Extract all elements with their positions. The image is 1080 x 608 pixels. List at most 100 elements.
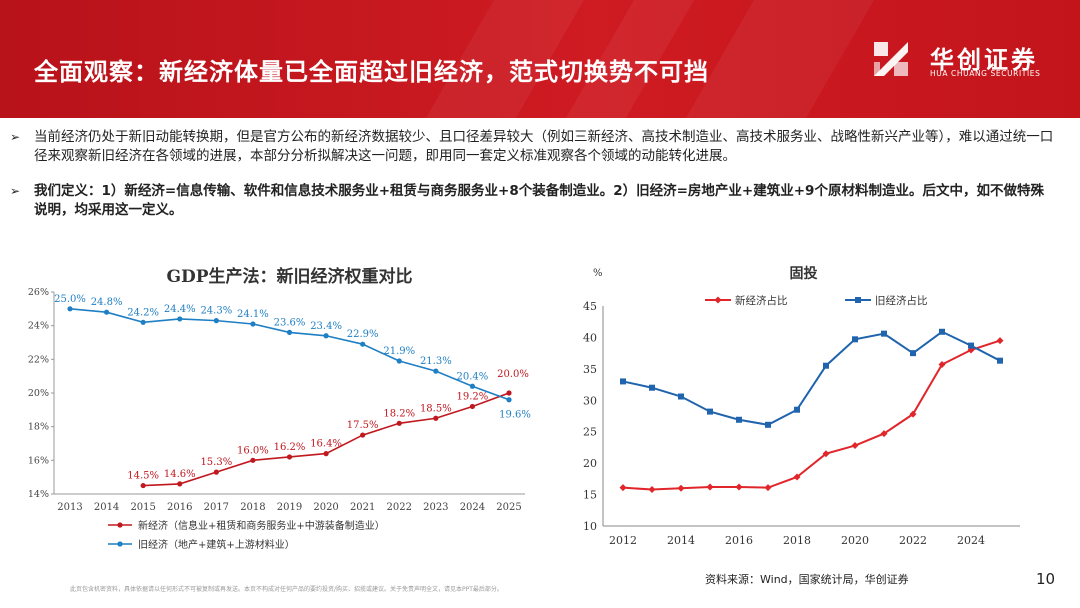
y-tick-label: 25 (583, 426, 597, 439)
x-tick-label: 2024 (460, 502, 485, 513)
data-point (649, 384, 655, 391)
data-point (213, 469, 219, 475)
y-tick-label: 20 (583, 457, 597, 470)
data-point (620, 378, 626, 385)
data-point (250, 321, 256, 327)
data-point (852, 336, 858, 343)
logo-icon (874, 42, 908, 76)
data-label: 19.2% (457, 391, 489, 402)
y-tick-label: 24% (28, 321, 49, 332)
bullet-text-2: 我们定义：1）新经济=信息传输、软件和信息技术服务业+租赁与商务服务业+8个装备… (34, 183, 1044, 218)
x-tick-label: 2022 (387, 502, 412, 513)
data-label: 14.5% (127, 471, 159, 482)
logo-text-cn: 华创证券 (930, 46, 1038, 74)
data-point (213, 318, 219, 324)
data-label: 21.3% (420, 356, 452, 367)
x-tick-label: 2013 (57, 502, 82, 513)
data-label: 24.8% (91, 297, 123, 308)
data-point (140, 482, 146, 489)
data-point (323, 451, 329, 457)
data-point (469, 403, 476, 410)
data-label: 16.2% (274, 442, 306, 453)
data-point (648, 486, 656, 494)
data-point (677, 484, 685, 492)
gdp-weight-chart: GDP生产法：新旧经济权重对比 14% 16% 18% 20% 22% 24% 26% 2013… (28, 266, 531, 551)
legend-marker (855, 297, 861, 303)
data-point (286, 329, 293, 335)
legend-label: 旧经济占比 (875, 294, 928, 307)
y-tick-label: 35 (583, 363, 597, 376)
data-point (286, 454, 293, 460)
data-label: 16.4% (310, 439, 342, 450)
data-point (793, 473, 801, 481)
x-tick-label: 2017 (204, 502, 229, 513)
data-label: 21.9% (383, 346, 415, 357)
y-tick-label: 10 (583, 520, 597, 533)
data-label: 23.4% (310, 321, 342, 332)
y-unit-label: % (593, 268, 603, 279)
data-point (360, 432, 366, 438)
data-label: 18.2% (383, 408, 415, 419)
data-point (910, 350, 916, 357)
header-banner: 全面观察：新经济体量已全面超过旧经济，范式切换势不可挡 华创证券 HUA CHU… (0, 0, 1080, 118)
data-point (997, 357, 1003, 364)
page-title: 全面观察：新经济体量已全面超过旧经济，范式切换势不可挡 (34, 58, 709, 86)
data-label: 23.6% (274, 317, 306, 328)
data-label: 18.5% (420, 403, 452, 414)
data-point (360, 341, 366, 347)
series-line-old-economy (622, 330, 1001, 426)
data-point (323, 333, 329, 339)
x-tick-label: 2025 (496, 502, 521, 513)
data-point (735, 483, 743, 491)
data-point (939, 328, 945, 335)
bullet-arrow-icon: ➢ (10, 184, 21, 198)
x-tick-label: 2012 (609, 534, 637, 547)
data-label: 16.0% (237, 445, 269, 456)
data-point (794, 406, 800, 413)
legend-label: 旧经济（地产+建筑+上游材料业） (138, 538, 295, 551)
x-tick-label: 2020 (313, 502, 338, 513)
x-tick-label: 2015 (130, 502, 155, 513)
data-label: 17.5% (347, 420, 379, 431)
data-point (103, 309, 110, 315)
data-point (140, 319, 146, 325)
x-tick-label: 2014 (667, 534, 695, 547)
data-point (177, 481, 183, 487)
legend-marker (117, 522, 123, 528)
y-tick-label: 18% (28, 422, 49, 433)
y-tick-label: 15 (583, 489, 597, 502)
fixed-investment-chart: 固投% 10 15 20 25 30 35 40 45 2012 2014 2016 2018 2020 2… (583, 266, 1020, 547)
data-label: 19.6% (499, 410, 531, 421)
y-tick-label: 16% (28, 455, 49, 466)
data-point (736, 416, 742, 423)
data-point (909, 410, 917, 418)
disclaimer-text: 此页包含机密资料，具体依据请以任何形式不可被复制或再发送。本页不构成对任何产品的… (70, 586, 503, 593)
chart-title: 固投 (790, 266, 818, 282)
data-point (764, 484, 772, 492)
data-point (433, 368, 439, 374)
x-tick-label: 2018 (783, 534, 811, 547)
data-label: 14.6% (164, 469, 196, 480)
data-label: 25.0% (54, 294, 86, 305)
y-tick-label: 30 (583, 394, 597, 407)
y-tick-label: 14% (28, 489, 49, 500)
x-tick-label: 2020 (841, 534, 869, 547)
legend-marker (117, 541, 123, 547)
data-point (880, 430, 888, 438)
x-tick-label: 2024 (957, 534, 985, 547)
legend-label: 新经济（信息业+租赁和商务服务业+中游装备制造业） (138, 519, 385, 532)
data-point (396, 358, 402, 364)
data-point (822, 450, 830, 458)
logo-text-en: HUA CHUANG SECURITIES (930, 69, 1041, 78)
data-point (881, 330, 887, 337)
data-point (177, 316, 183, 322)
y-tick-label: 20% (28, 388, 49, 399)
data-source: 资料来源：Wind，国家统计局，华创证券 (705, 573, 909, 586)
data-point (433, 415, 439, 421)
series-line-new-economy (622, 339, 1001, 491)
data-point (506, 397, 512, 403)
chart-title: GDP生产法：新旧经济权重对比 (166, 266, 412, 287)
y-tick-label: 45 (583, 300, 597, 313)
bullet-text-1: 当前经济仍处于新旧动能转换期，但是官方公布的新经济数据较少、且口径差异较大（例如… (34, 129, 1054, 164)
data-point (938, 360, 946, 368)
